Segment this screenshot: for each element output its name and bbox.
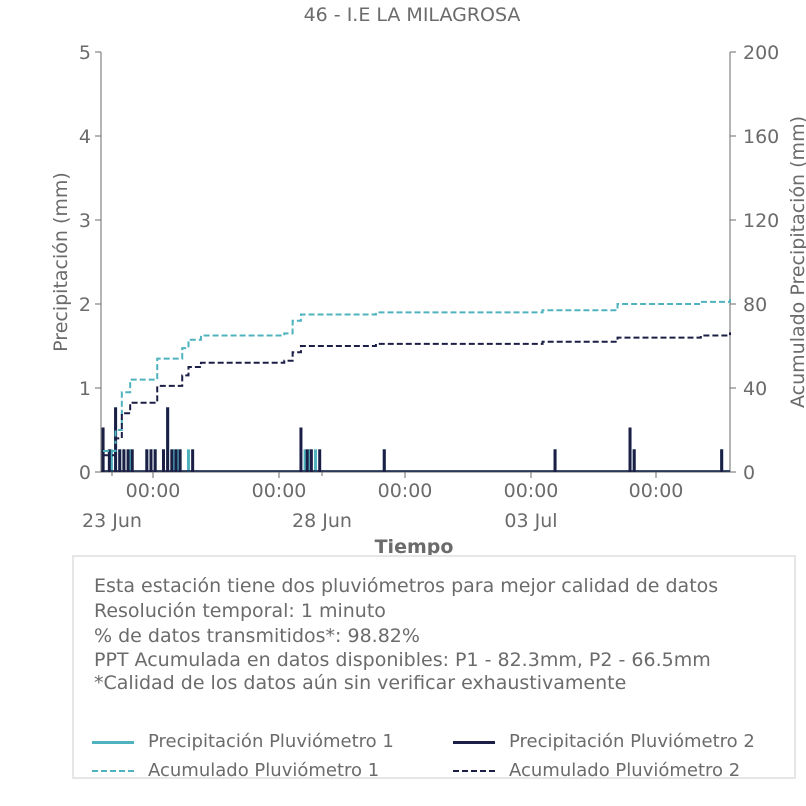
x-date-label: 28 Jun (292, 510, 352, 532)
precip-bar (128, 449, 132, 472)
precip-bar (720, 449, 724, 472)
y-left-tick-label: 0 (79, 462, 91, 484)
y-axis-left-label: Precipitación (mm) (50, 172, 72, 352)
precip-bar (176, 449, 180, 472)
precip-bar (122, 449, 126, 472)
y-left-tick-label: 4 (79, 126, 91, 148)
precip-bar (172, 449, 176, 472)
chart-title: 46 - I.E LA MILAGROSA (304, 4, 521, 26)
info-line-transmitted: % de datos transmitidos*: 98.82% (94, 625, 420, 647)
precip-bar (161, 449, 165, 472)
precip-bar (126, 449, 130, 472)
y-right-tick-label: 80 (743, 294, 767, 316)
x-tick-label: 00:00 (126, 480, 181, 502)
accumulated-line (103, 332, 731, 457)
x-tick-label: 00:00 (252, 480, 307, 502)
precip-bar (553, 449, 557, 472)
precip-bar (178, 449, 182, 472)
precip-bar (149, 449, 153, 472)
y-axis-right-label: Acumulado Precipitación (mm) (787, 116, 806, 408)
info-box: Esta estación tiene dos pluviómetros par… (72, 555, 796, 781)
y-right-tick-label: 120 (743, 210, 779, 232)
precipitation-chart: 46 - I.E LA MILAGROSA 0 1 2 3 4 5 0 40 80 120 160 2… (50, 4, 806, 558)
precip-bar (382, 449, 386, 472)
y-right-tick-label: 40 (743, 378, 767, 400)
precip-bar (170, 449, 174, 472)
y-left-tick-label: 5 (79, 42, 91, 64)
precip-bar (299, 427, 303, 472)
legend-label-acc1: Acumulado Pluviómetro 1 (148, 760, 380, 781)
x-date-label: 23 Jun (82, 510, 142, 532)
precip-bar (309, 449, 313, 472)
x-date-label: 03 Jul (504, 510, 557, 532)
precip-bar (166, 407, 170, 472)
info-line-resolution: Resolución temporal: 1 minuto (94, 600, 386, 622)
info-line-accumulated: PPT Acumulada en datos disponibles: P1 -… (94, 649, 711, 671)
precip-bar (109, 449, 113, 472)
precip-bar (186, 449, 190, 472)
precip-bar (130, 449, 134, 472)
x-axis-label: Tiempo (375, 536, 454, 558)
precip-bar (628, 427, 632, 472)
precip-bar (191, 449, 195, 472)
y-left-tick-label: 2 (79, 294, 91, 316)
precip-bar (314, 449, 318, 472)
legend-swatch-acc2 (453, 770, 495, 772)
legend-label-p2: Precipitación Pluviómetro 2 (509, 731, 755, 752)
y-left-tick-label: 1 (79, 378, 91, 400)
precip-bar (307, 449, 311, 472)
precip-bar (305, 449, 309, 472)
info-line-quality: *Calidad de los datos aún sin verificar … (94, 672, 627, 694)
info-line-stations: Esta estación tiene dos pluviómetros par… (94, 575, 719, 597)
accumulated-line (103, 299, 731, 452)
y-left-tick-label: 3 (79, 210, 91, 232)
ticks: 0 1 2 3 4 5 0 40 80 120 160 200 00:00 00:00 00:00 00:00… (79, 42, 779, 532)
legend-label-acc2: Acumulado Pluviómetro 2 (509, 760, 741, 781)
y-right-tick-label: 200 (743, 42, 779, 64)
precip-bar (174, 449, 178, 472)
axes (100, 52, 731, 473)
x-tick-label: 00:00 (378, 480, 433, 502)
legend-swatch-p2 (453, 741, 495, 744)
series-precip-p2 (101, 407, 730, 472)
legend-swatch-acc1 (92, 770, 134, 772)
precip-bar (101, 427, 105, 472)
y-right-tick-label: 0 (743, 462, 755, 484)
precip-bar (145, 449, 149, 472)
x-tick-label: 00:00 (504, 480, 559, 502)
legend-swatch-p1 (92, 741, 134, 744)
legend-label-p1: Precipitación Pluviómetro 1 (148, 731, 394, 752)
y-right-tick-label: 160 (743, 126, 779, 148)
precip-bar (153, 449, 157, 472)
precip-bar (107, 449, 111, 472)
precip-bar (318, 449, 322, 472)
x-tick-label: 00:00 (629, 480, 684, 502)
precip-bar (303, 449, 307, 472)
series-accumulated (103, 299, 731, 457)
precip-bar (118, 449, 122, 472)
precip-bar (632, 449, 636, 472)
